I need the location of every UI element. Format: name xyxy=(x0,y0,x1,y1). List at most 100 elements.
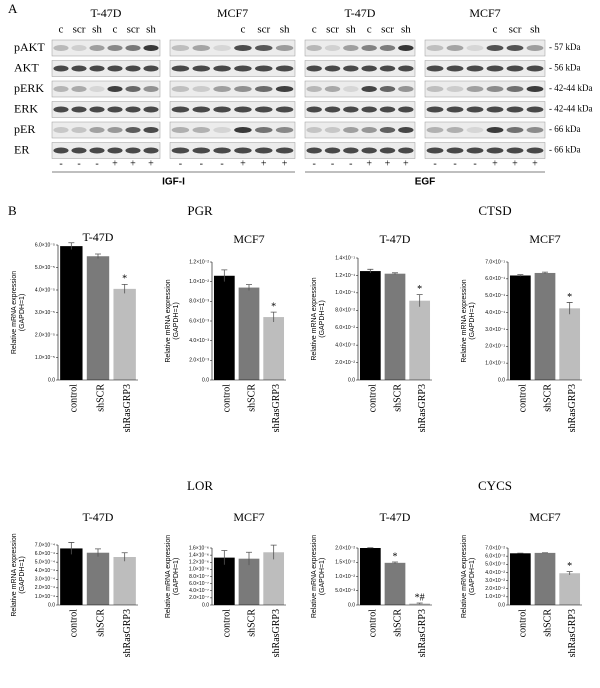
blot-band xyxy=(526,45,544,51)
chart-title: T-47D xyxy=(83,230,114,244)
y-tick-label: 8.0×10⁻² xyxy=(335,308,355,314)
bar xyxy=(509,553,531,605)
x-tick-label: shSCR xyxy=(95,609,106,637)
y-axis-label: Relative mRNA expression xyxy=(11,271,18,354)
blot-band xyxy=(343,45,359,51)
blot-band xyxy=(71,147,87,154)
blot-band xyxy=(53,106,69,113)
y-tick-label: 1.0×10⁻¹ xyxy=(335,290,355,296)
bar xyxy=(86,552,110,605)
lane-label: c xyxy=(59,24,64,36)
bar xyxy=(263,552,285,605)
kda-label: - 66 kDa xyxy=(549,124,581,134)
blot-band xyxy=(255,45,273,51)
blot-band xyxy=(526,86,544,92)
y-axis-label: (GAPDH=1) xyxy=(319,558,326,596)
blot-band xyxy=(171,106,190,113)
lane-label: scr xyxy=(509,24,522,36)
bar xyxy=(359,548,381,605)
bar xyxy=(213,557,235,605)
y-tick-label: 6.0×10⁻⁴ xyxy=(35,551,55,557)
blot-band xyxy=(171,65,190,72)
blot-band xyxy=(526,65,544,72)
blot-band xyxy=(171,147,190,154)
error-bar xyxy=(416,602,423,605)
y-tick-label: 7.0×10⁻⁴ xyxy=(35,542,55,548)
y-tick-label: 4.0×10⁻² xyxy=(335,342,355,348)
blot-strip xyxy=(424,60,546,77)
y-tick-label: 0.0 xyxy=(348,377,355,383)
error-bar xyxy=(246,284,252,291)
lane-label: sh xyxy=(280,24,290,36)
y-tick-label: 8.0×10⁻⁷ xyxy=(189,574,209,580)
x-tick-label: shSCR xyxy=(542,609,553,637)
y-tick-label: 0.0 xyxy=(348,602,355,608)
y-tick-label: 1.4×10⁻⁶ xyxy=(189,552,209,558)
blot-band xyxy=(234,45,252,51)
y-tick-label: 3.0×10⁻⁴ xyxy=(35,577,55,583)
y-tick-label: 1.5×10⁻² xyxy=(335,560,355,566)
blot-band xyxy=(234,127,252,133)
blot-band xyxy=(379,106,396,113)
blot-band xyxy=(53,127,69,133)
significance-mark: * xyxy=(271,301,276,312)
blot-strip xyxy=(51,121,161,139)
protein-label: ER xyxy=(14,142,29,156)
treatment-sign: + xyxy=(261,158,267,169)
lane-label: sh xyxy=(530,24,540,36)
error-bar xyxy=(68,542,75,555)
y-tick-label: 5.0×10⁻⁴ xyxy=(35,559,55,565)
blot-band xyxy=(398,86,414,92)
lane-label: sh xyxy=(92,24,102,36)
blot-band xyxy=(275,106,294,113)
x-tick-label: shRasGRP3 xyxy=(417,384,428,432)
kda-label: - 57 kDa xyxy=(549,42,581,52)
x-tick-label: control xyxy=(368,384,379,413)
treatment-sign: - xyxy=(331,158,334,169)
blot-band xyxy=(306,45,322,51)
blot-band xyxy=(143,147,159,154)
y-tick-label: 6.0×10⁻¹ xyxy=(485,276,505,282)
protein-label: pERK xyxy=(14,81,44,95)
blot-band xyxy=(306,147,322,154)
blot-strip xyxy=(424,121,546,139)
blot-band xyxy=(71,86,87,92)
y-axis-label: (GAPDH=1) xyxy=(469,302,476,340)
blot-band xyxy=(125,86,141,92)
x-tick-label: shSCR xyxy=(542,384,553,412)
bar xyxy=(86,256,110,380)
y-tick-label: 2.0×10⁻⁵ xyxy=(35,332,55,338)
y-tick-label: 2.0×10⁻² xyxy=(335,545,355,551)
blot-band xyxy=(506,106,524,113)
y-tick-label: 2.0×10⁻² xyxy=(335,360,355,366)
blot-band xyxy=(466,106,484,113)
blot-band xyxy=(446,65,464,72)
treatment-sign: + xyxy=(112,158,118,169)
blot-band xyxy=(255,127,273,133)
bar xyxy=(384,273,406,380)
y-tick-label: 1.6×10⁻⁶ xyxy=(189,545,209,551)
y-axis-label: (GAPDH=1) xyxy=(173,558,180,596)
blot-band xyxy=(398,45,414,51)
blot-strip xyxy=(304,121,416,139)
protein-label: pER xyxy=(14,122,35,136)
treatment-sign: - xyxy=(220,158,223,169)
blot-band xyxy=(53,65,69,72)
y-tick-label: 1.0×10⁻⁴ xyxy=(35,594,55,600)
blot-band xyxy=(306,127,322,133)
blot-band xyxy=(89,65,105,72)
blot-band xyxy=(398,106,414,113)
lane-label: c xyxy=(493,24,498,36)
significance-mark: * xyxy=(122,274,127,285)
blot-band xyxy=(306,65,322,72)
blot-band xyxy=(71,106,87,113)
y-tick-label: 4.0×10⁻³ xyxy=(189,338,209,344)
blot-band xyxy=(306,106,322,113)
blot-strip xyxy=(51,39,161,57)
blot-band xyxy=(361,106,377,113)
blot-band xyxy=(125,45,141,51)
blot-strip xyxy=(169,80,296,98)
blot-band xyxy=(343,86,359,92)
x-tick-label: control xyxy=(222,384,233,413)
lane-label: c xyxy=(113,24,118,36)
